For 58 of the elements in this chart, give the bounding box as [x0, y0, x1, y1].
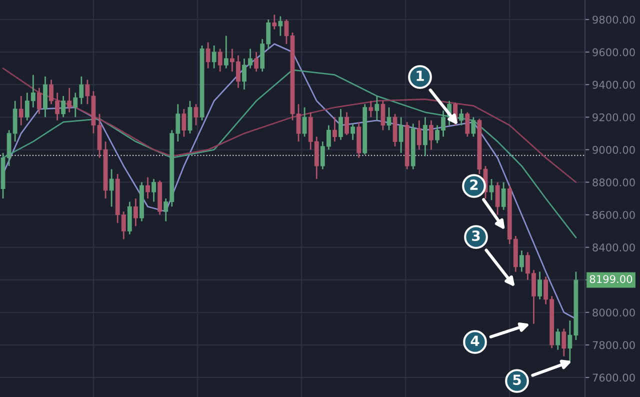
candlestick [422, 116, 428, 157]
candlestick [338, 108, 343, 141]
candlestick [133, 198, 138, 227]
candlestick [254, 51, 259, 72]
annotation: 2 [470, 180, 478, 190]
y-tick-label: 8800.00 [592, 178, 635, 186]
candlestick [344, 112, 349, 136]
y-tick-label: 7600.00 [592, 374, 635, 382]
candlestick [182, 108, 186, 138]
candlestick [374, 95, 380, 122]
candlestick [61, 95, 66, 118]
candlestick [278, 16, 283, 36]
y-tick-label: 9400.00 [592, 80, 635, 89]
candlestick [206, 42, 210, 70]
candlestick [459, 108, 464, 126]
y-tick-label: 7800.00 [592, 341, 635, 350]
candlestick [224, 35, 228, 70]
candlestick [302, 106, 307, 138]
y-tick-label: 8400.00 [592, 243, 635, 252]
candlestick [386, 106, 392, 131]
annotation: 5 [513, 374, 521, 386]
candlestick [194, 103, 198, 126]
candlestick [495, 182, 500, 216]
candlestick [501, 182, 506, 211]
candlestick [556, 328, 560, 351]
y-tick-label: 9200.00 [592, 113, 635, 122]
candlestick [36, 87, 42, 115]
text: 8199.00 [590, 275, 632, 284]
candlestick [67, 87, 72, 113]
candlestick [380, 100, 386, 131]
candlestick [212, 44, 216, 70]
candlestick [519, 250, 524, 272]
candlestick [538, 271, 542, 300]
candlestick [188, 100, 192, 134]
annotation: 4 [470, 336, 480, 346]
candlestick [272, 14, 277, 30]
candlestick [146, 176, 150, 200]
candlestick [465, 112, 470, 138]
candlestick [489, 178, 494, 201]
y-tick-label: 9000.00 [592, 146, 635, 154]
candlestick [416, 120, 422, 150]
y-tick-label: 9600.00 [592, 48, 635, 56]
y-tick-label: 8000.00 [592, 308, 635, 317]
candlestick [398, 116, 404, 154]
y-tick-label: 8600.00 [592, 210, 635, 219]
annotation: 3 [472, 230, 480, 242]
y-tick-label: 9800.00 [592, 16, 635, 24]
candlestick [350, 122, 356, 141]
candlestick [332, 116, 337, 142]
candlestick [368, 100, 374, 118]
candlestick [429, 120, 434, 150]
candlestick [152, 178, 156, 202]
candlestick [471, 116, 476, 138]
candlestick [562, 328, 566, 358]
candlestick [218, 48, 222, 72]
candlestick [109, 168, 114, 208]
candlestick [18, 95, 24, 126]
annotation: 1 [416, 70, 424, 81]
